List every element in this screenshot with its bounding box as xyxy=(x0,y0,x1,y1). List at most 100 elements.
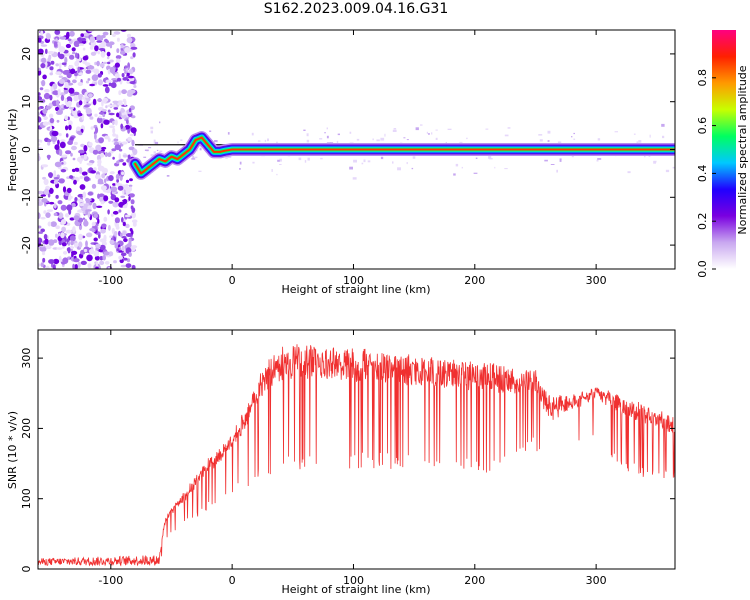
noise-speck xyxy=(78,43,85,46)
noise-speck xyxy=(120,123,124,130)
noise-speck xyxy=(112,127,116,134)
snr-ticks: -100 0 100 200 300 0 100 200 300 xyxy=(20,330,675,587)
noise-speck xyxy=(267,138,269,142)
noise-speck xyxy=(103,195,109,202)
y-tick-label: -10 xyxy=(20,188,33,206)
noise-speck xyxy=(94,61,97,66)
snr-plot-area xyxy=(38,330,675,569)
noise-speck xyxy=(89,83,95,87)
noise-speck xyxy=(60,232,65,239)
noise-speck xyxy=(89,45,94,50)
noise-speck xyxy=(123,257,128,261)
noise-speck xyxy=(127,154,131,160)
noise-speck xyxy=(64,56,68,64)
noise-speck xyxy=(66,72,72,79)
noise-speck xyxy=(131,139,135,147)
noise-speck xyxy=(88,248,95,255)
noise-speck xyxy=(353,159,357,163)
noise-speck xyxy=(38,212,41,220)
noise-speck xyxy=(48,239,55,246)
noise-speck xyxy=(53,177,60,180)
noise-speck xyxy=(125,179,130,183)
noise-speck xyxy=(53,179,59,185)
noise-speck xyxy=(192,155,194,159)
noise-speck xyxy=(117,101,124,106)
noise-speck xyxy=(100,228,106,234)
noise-speck xyxy=(550,164,555,165)
noise-speck xyxy=(51,130,59,137)
noise-speck xyxy=(131,211,136,219)
colorbar-ticks: 0.0 0.2 0.4 0.6 0.8 xyxy=(696,69,716,278)
noise-speck xyxy=(51,135,58,143)
noise-speck xyxy=(122,188,125,195)
noise-speck xyxy=(99,256,104,261)
noise-speck xyxy=(56,119,60,123)
noise-speck xyxy=(73,40,80,47)
noise-speck xyxy=(101,167,108,174)
noise-speck xyxy=(55,194,59,199)
noise-speck xyxy=(106,56,110,60)
noise-speck xyxy=(324,132,326,134)
noise-speck xyxy=(93,213,98,219)
noise-speck xyxy=(74,197,78,202)
noise-speck xyxy=(103,216,108,222)
snr-ylabel: SNR (10 * v/v) xyxy=(6,411,19,489)
noise-speck xyxy=(133,85,137,88)
noise-speck xyxy=(47,221,52,227)
noise-speck xyxy=(252,161,255,164)
noise-speck xyxy=(597,158,602,160)
noise-speck xyxy=(97,73,103,78)
noise-speck xyxy=(120,195,126,198)
noise-speck xyxy=(42,108,48,115)
noise-speck xyxy=(65,229,72,234)
noise-speck xyxy=(40,30,44,36)
noise-speck xyxy=(326,127,328,130)
noise-speck xyxy=(73,91,80,96)
noise-speck xyxy=(103,251,110,256)
noise-speck xyxy=(111,148,117,152)
noise-speck xyxy=(65,133,69,138)
noise-speck xyxy=(45,48,48,55)
noise-speck xyxy=(191,158,196,160)
noise-speck xyxy=(61,62,67,65)
noise-speck xyxy=(78,233,83,241)
spectrogram-ylabel: Frequency (Hz) xyxy=(6,109,19,192)
noise-speck xyxy=(573,132,575,135)
noise-speck xyxy=(79,184,86,190)
y-tick-label: 200 xyxy=(20,418,33,439)
noise-speck xyxy=(61,162,64,165)
noise-speck xyxy=(112,156,115,160)
noise-speck xyxy=(150,130,153,134)
noise-speck xyxy=(72,51,76,55)
noise-speck xyxy=(86,232,93,238)
noise-speck xyxy=(78,241,83,248)
noise-speck xyxy=(276,141,278,144)
noise-speck xyxy=(326,142,331,144)
noise-speck xyxy=(627,171,631,174)
colorbar-bar xyxy=(712,30,736,269)
noise-speck xyxy=(64,69,70,73)
noise-speck xyxy=(73,179,77,185)
noise-speck xyxy=(115,55,122,60)
noise-speck xyxy=(107,104,113,108)
noise-speck xyxy=(85,80,90,84)
noise-speck xyxy=(473,172,478,174)
noise-speck xyxy=(40,228,45,233)
noise-speck xyxy=(485,128,489,130)
spectrogram-heatmap xyxy=(38,30,675,269)
noise-speck xyxy=(279,158,282,162)
noise-speck xyxy=(112,104,117,108)
noise-speck xyxy=(94,126,99,134)
noise-speck xyxy=(121,73,125,78)
noise-speck xyxy=(60,169,67,173)
noise-speck xyxy=(103,119,110,125)
noise-speck xyxy=(100,123,104,129)
noise-speck xyxy=(97,193,100,199)
noise-speck xyxy=(108,175,114,182)
noise-speck xyxy=(118,255,123,260)
noise-speck xyxy=(488,156,492,159)
y-tick-label: 10 xyxy=(20,95,33,109)
noise-speck xyxy=(115,134,119,140)
noise-speck xyxy=(74,60,80,67)
